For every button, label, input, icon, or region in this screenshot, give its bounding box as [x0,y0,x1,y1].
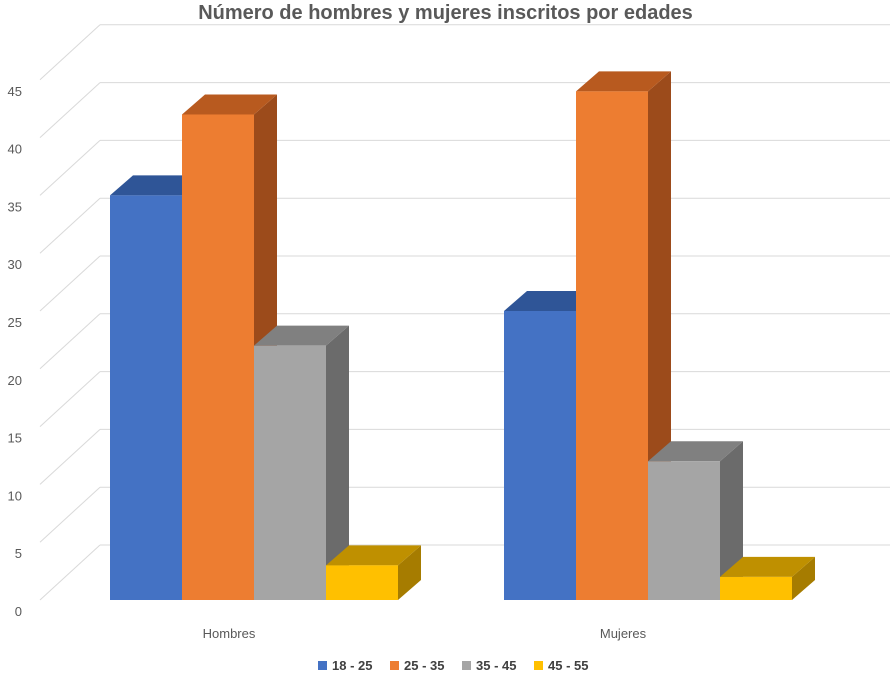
y-tick-label: 20 [8,373,22,388]
bar-mujeres-35-45 [648,441,743,600]
legend: 18 - 25 25 - 35 35 - 45 45 - 55 [318,658,588,673]
bar-top [110,175,205,196]
gridline-diagonal [39,24,101,81]
category-label: Mujeres [600,626,647,641]
x-axis-categories: Hombres Mujeres [203,626,647,641]
y-tick-label: 30 [8,257,22,272]
gridline-diagonal [39,197,101,254]
gridline-diagonal [39,140,101,196]
y-tick-label: 45 [8,84,22,99]
bar-top [182,94,277,115]
bar-side [792,556,815,600]
category-label: Hombres [203,626,256,641]
bar-front [504,311,576,600]
bar-front [182,114,254,600]
bar-front [648,461,720,600]
bar-front [326,565,398,600]
bar-hombres-45-55 [326,545,421,600]
y-tick-label: 15 [8,431,22,446]
bar-side [398,545,421,600]
gridline-diagonal [39,429,101,485]
bar-front [110,195,182,600]
bar-side [720,441,743,600]
y-tick-label: 5 [15,546,22,561]
legend-swatch [462,661,471,670]
y-tick-label: 35 [8,199,22,214]
bar-side [326,325,349,600]
y-tick-label: 10 [8,488,22,503]
gridline-diagonal [39,255,101,312]
bar-top [576,71,671,92]
y-axis-ticks: 0 5 10 15 20 25 30 35 40 45 [8,84,22,619]
bar-top [648,441,743,462]
y-tick-label: 40 [8,142,22,157]
bar-hombres-35-45 [254,325,349,600]
bar-mujeres-45-55 [720,556,815,600]
bar-top [720,556,815,577]
bar-top [504,291,599,311]
gridline-diagonal [39,313,101,370]
gridline-diagonal [39,371,101,427]
gridline-diagonal [39,486,101,543]
legend-label: 35 - 45 [476,658,516,673]
legend-label: 18 - 25 [332,658,372,673]
bar-front [720,576,792,600]
bar-front [576,91,648,601]
y-tick-label: 0 [15,604,22,619]
bar-top [254,325,349,346]
gridline-diagonal [39,82,101,138]
bar-front [254,345,326,600]
bar-top [326,545,421,566]
bars [110,71,815,601]
legend-swatch [318,661,327,670]
chart-title: Número de hombres y mujeres inscritos po… [198,2,693,24]
legend-swatch [390,661,399,670]
legend-swatch [534,661,543,670]
legend-label: 25 - 35 [404,658,444,673]
legend-label: 45 - 55 [548,658,588,673]
y-tick-label: 25 [8,315,22,330]
gridline-diagonal [39,544,101,601]
